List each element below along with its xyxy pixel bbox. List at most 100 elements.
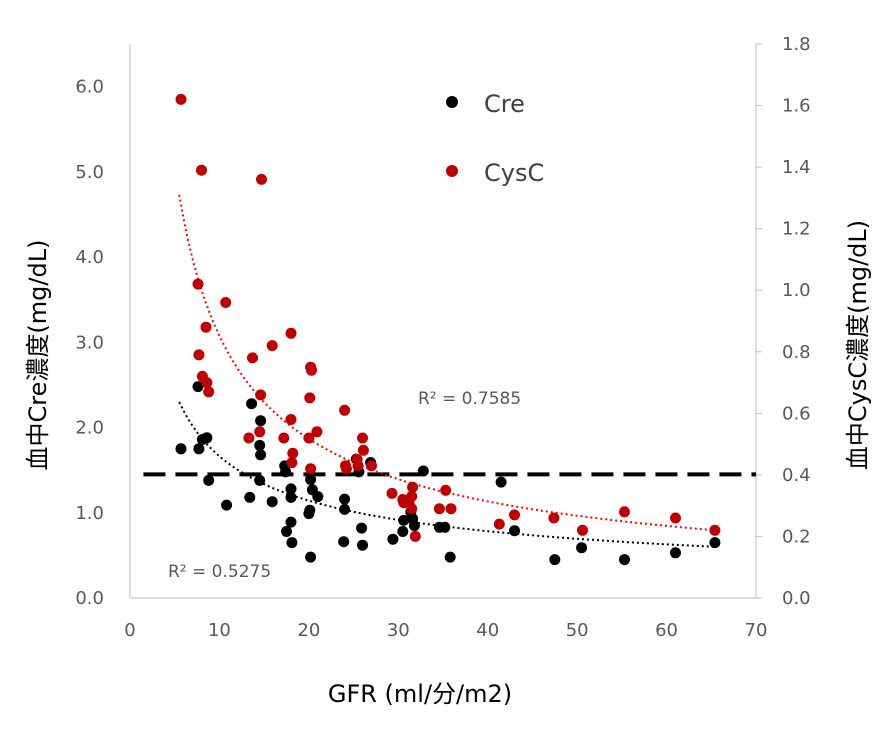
y-right-tick-label: 1.2	[782, 219, 811, 240]
x-tick-label: 20	[297, 620, 320, 641]
cre-point	[619, 554, 630, 566]
cre-point	[246, 398, 258, 410]
cre-r2-annotation: R² = 0.5275	[168, 562, 271, 582]
cre-point	[303, 508, 315, 520]
cysc-point	[357, 432, 368, 444]
legend-cre-label: Cre	[484, 90, 525, 118]
y-left-tick-label: 5.0	[75, 162, 104, 183]
cre-point	[495, 476, 507, 488]
y-axis-left-title: 血中Cre濃度(mg/dL)	[24, 240, 52, 471]
cre-point	[576, 542, 588, 554]
cre-point	[397, 526, 409, 537]
cysc-point	[407, 481, 419, 493]
cysc-point	[445, 503, 457, 515]
x-axis-title: GFR (ml/分/m2)	[328, 680, 512, 708]
y-right-tick-label: 0.6	[782, 403, 811, 424]
cre-point	[286, 537, 298, 549]
cre-point	[509, 525, 520, 537]
legend-cre-marker	[446, 96, 458, 108]
y-right-tick-label: 0.4	[782, 465, 811, 486]
cre-point	[439, 521, 451, 533]
cysc-point	[247, 352, 258, 364]
cysc-point	[406, 490, 418, 502]
cysc-point	[670, 512, 681, 524]
cysc-point	[203, 386, 215, 398]
cysc-point	[366, 460, 377, 472]
y-left-tick-label: 0.0	[75, 588, 104, 609]
cysc-point	[306, 364, 317, 376]
cysc-point	[175, 93, 187, 105]
cre-point	[254, 439, 266, 451]
cysc-point	[304, 392, 316, 404]
cre-point	[312, 491, 324, 503]
cre-point	[244, 491, 256, 503]
cre-point	[285, 483, 297, 495]
x-tick-label: 60	[655, 620, 678, 641]
cre-point	[285, 491, 297, 503]
cre-point	[221, 499, 233, 511]
cre-point	[408, 520, 420, 532]
x-tick-label: 10	[208, 620, 231, 641]
cysc-point	[357, 444, 369, 456]
cre-point	[285, 516, 297, 528]
x-tick-label: 30	[387, 620, 410, 641]
cysc-point	[709, 524, 721, 536]
cysc-point	[386, 487, 398, 499]
cre-point	[444, 551, 456, 563]
cre-point	[266, 496, 278, 508]
cre-point	[193, 443, 205, 455]
cre-point	[192, 381, 204, 393]
cysc-point	[440, 484, 452, 496]
cre-point	[709, 537, 721, 549]
cysc-point	[493, 518, 505, 530]
cysc-trendline	[178, 194, 716, 532]
y-left-tick-label: 2.0	[75, 418, 104, 439]
legend-cysc-label: CysC	[484, 159, 544, 187]
cre-point	[417, 465, 429, 477]
cysc-point	[509, 509, 520, 521]
cre-point	[255, 449, 267, 461]
cysc-point	[305, 463, 317, 475]
trendline-layer	[178, 194, 716, 548]
cysc-point	[285, 414, 297, 425]
cysc-point	[255, 389, 267, 401]
cysc-point	[192, 278, 204, 290]
cysc-point	[340, 463, 352, 475]
x-tick-label: 40	[476, 620, 499, 641]
cysc-point	[266, 340, 278, 352]
y-left-tick-label: 4.0	[75, 247, 104, 268]
cre-point	[255, 415, 267, 427]
cysc-point	[201, 377, 213, 389]
legend: Cre CysC	[446, 90, 544, 187]
x-tick-label: 50	[566, 620, 589, 641]
cysc-point	[352, 460, 364, 472]
cre-point	[338, 536, 350, 548]
cre-point	[280, 466, 292, 478]
y-right-tick-label: 1.8	[782, 34, 811, 55]
cysc-point	[278, 432, 290, 444]
y-right-tick-label: 1.4	[782, 157, 811, 178]
cysc-point	[193, 349, 205, 361]
y-axis-right-title: 血中CysC濃度(mg/dL)	[844, 220, 872, 470]
y-right-tick-label: 1.6	[782, 96, 811, 117]
cre-point	[356, 522, 368, 534]
y-right-tick-label: 1.0	[782, 280, 811, 301]
cre-point	[175, 443, 187, 455]
legend-cysc-marker	[446, 165, 458, 177]
cre-point	[305, 474, 317, 485]
cre-point	[387, 533, 399, 545]
y-left-tick-label: 3.0	[75, 332, 104, 353]
y-left-tick-label: 1.0	[75, 503, 104, 524]
cysc-point	[285, 327, 297, 339]
y-right-tick-label: 0.0	[782, 588, 811, 609]
cysc-point	[196, 164, 207, 176]
tick-labels-layer: 0 10 20 30 40 50 60 70 0.0 1.0 2.0 3.0 4.0 5.0 6.0 0.0 0…	[75, 34, 810, 641]
cre-point	[201, 432, 213, 444]
cre-point	[281, 526, 292, 537]
cysc-point	[286, 457, 298, 469]
cysc-point	[254, 426, 266, 438]
cysc-point	[406, 503, 418, 515]
cysc-r2-annotation: R² = 0.7585	[418, 389, 521, 409]
x-tick-label: 0	[124, 620, 135, 641]
cre-trendline	[178, 401, 716, 548]
